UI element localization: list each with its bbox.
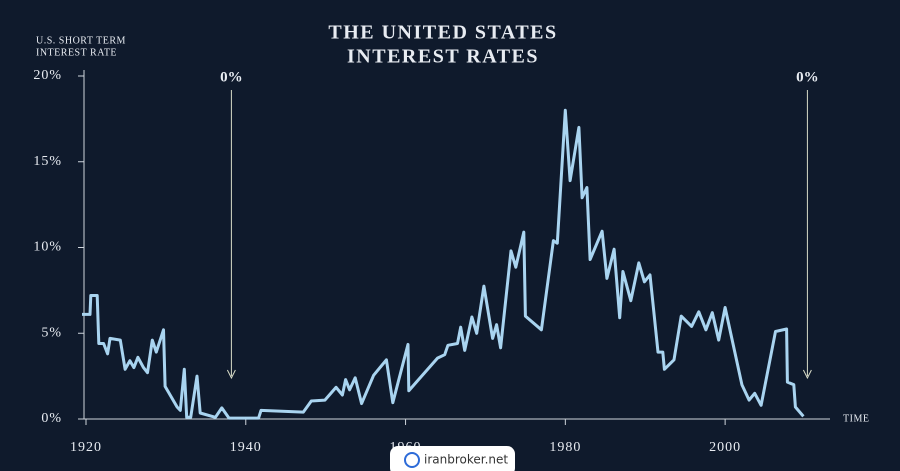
- annotation-arrowhead: [226, 369, 236, 380]
- y-axis-label: U.S. SHORT TERM: [36, 35, 126, 46]
- y-tick-label: 20%: [33, 68, 62, 83]
- x-tick-label: 2000: [709, 440, 741, 455]
- x-tick-label: 1940: [230, 440, 262, 455]
- annotation-arrowhead: [802, 369, 812, 380]
- y-tick-label: 5%: [41, 325, 62, 340]
- x-tick-label: 1980: [549, 440, 581, 455]
- watermark-icon: [404, 452, 420, 468]
- y-tick-label: 15%: [33, 154, 62, 169]
- watermark: iranbroker.net: [424, 453, 508, 467]
- annotation: 0%: [796, 69, 819, 85]
- x-tick-label: 1920: [70, 440, 102, 455]
- chart-title: THE UNITED STATES: [328, 22, 557, 44]
- watermark-box: [390, 446, 515, 471]
- series-line: [82, 108, 805, 420]
- y-tick-label: 0%: [41, 411, 62, 426]
- x-axis-label: TIME: [843, 413, 869, 424]
- annotation: 0%: [220, 69, 243, 85]
- y-axis-label: INTEREST RATE: [36, 47, 117, 58]
- chart-title: INTEREST RATES: [347, 46, 539, 68]
- y-tick-label: 10%: [33, 240, 62, 255]
